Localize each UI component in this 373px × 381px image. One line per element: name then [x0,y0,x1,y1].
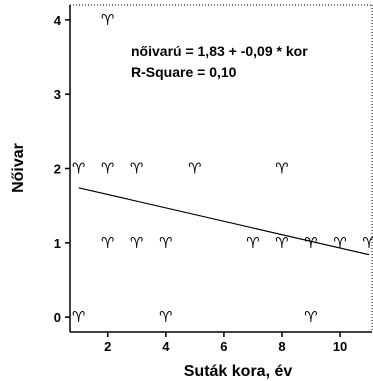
x-ticks: 2 4 6 8 10 [104,332,347,354]
annotation-equation: nőivarú = 1,83 + -0,09 * kor [131,43,308,59]
data-point: ♈ [275,234,288,252]
data-point: ♈ [188,160,201,178]
x-tick-label: 10 [333,339,347,354]
y-axis-title: Nőivar [10,143,27,193]
data-point: ♈ [130,234,143,252]
data-point: ♈ [130,160,143,178]
annotation-r-square: R-Square = 0,10 [131,64,237,80]
data-point: ♈ [72,308,85,326]
data-point: ♈ [362,234,373,252]
regression-line [78,187,370,256]
x-axis-title: Suták kora, év [184,363,293,380]
y-tick-label: 4 [54,13,62,28]
data-point: ♈ [101,11,114,29]
data-point: ♈ [246,234,259,252]
y-tick-label: 3 [54,87,61,102]
data-point: ♈ [275,160,288,178]
y-ticks: 0 1 2 3 4 [54,13,70,325]
data-point: ♈ [304,308,317,326]
data-point: ♈ [304,234,317,252]
x-tick-label: 8 [278,339,285,354]
data-points: ♈ ♈ ♈ ♈ ♈♈♈ ♈ ♈ ♈ ♈ ♈ ♈ ♈♈ ♈ ♈ [72,11,373,326]
y-tick-label: 0 [54,310,61,325]
y-tick-label: 1 [54,236,61,251]
data-point: ♈ [159,308,172,326]
x-tick-label: 2 [104,339,111,354]
y-tick-label: 2 [54,162,61,177]
x-tick-label: 4 [162,339,170,354]
x-tick-label: 6 [220,339,227,354]
data-point: ♈ [159,234,172,252]
data-point: ♈ [101,160,114,178]
data-point: ♈ [72,160,85,178]
data-point: ♈ [101,234,114,252]
